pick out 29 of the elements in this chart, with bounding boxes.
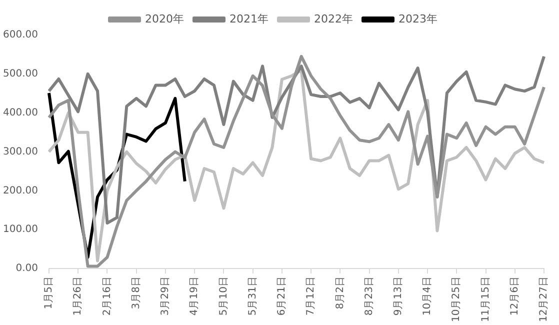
y-tick-label: 200.00: [2, 185, 38, 196]
x-tick-label: 2月16日: [102, 276, 113, 316]
legend-label: 2023年: [398, 12, 438, 26]
y-tick-label: 100.00: [2, 224, 38, 236]
y-tick-label: 0.00: [16, 263, 38, 274]
x-tick-label: 10月4日: [422, 276, 434, 316]
x-tick-label: 9月13日: [393, 276, 404, 316]
y-tick-label: 300.00: [2, 146, 38, 158]
x-tick-label: 11月15日: [480, 276, 492, 322]
x-tick-label: 5月10日: [218, 276, 230, 316]
legend-label: 2022年: [314, 12, 353, 26]
x-tick-label: 12月6日: [509, 276, 520, 316]
x-tick-label: 8月23日: [364, 276, 375, 316]
x-tick-label: 1月26日: [72, 276, 84, 316]
y-tick-label: 400.00: [2, 107, 38, 118]
x-tick-label: 12月27日: [538, 276, 550, 322]
x-tick-label: 6月21日: [276, 276, 288, 316]
x-tick-label: 10月25日: [451, 276, 462, 322]
legend-label: 2021年: [230, 12, 269, 26]
x-tick-label: 3月8日: [130, 276, 142, 310]
legend-label: 2020年: [145, 12, 184, 26]
x-tick-label: 5月31日: [247, 276, 258, 316]
x-tick-label: 4月19日: [189, 276, 200, 316]
x-tick-label: 1月5日: [44, 276, 55, 310]
x-tick-label: 3月29日: [160, 276, 172, 316]
y-tick-label: 600.00: [2, 30, 38, 41]
y-tick-label: 500.00: [2, 68, 38, 80]
x-tick-label: 7月12日: [306, 276, 317, 316]
x-tick-label: 8月2日: [334, 276, 346, 310]
